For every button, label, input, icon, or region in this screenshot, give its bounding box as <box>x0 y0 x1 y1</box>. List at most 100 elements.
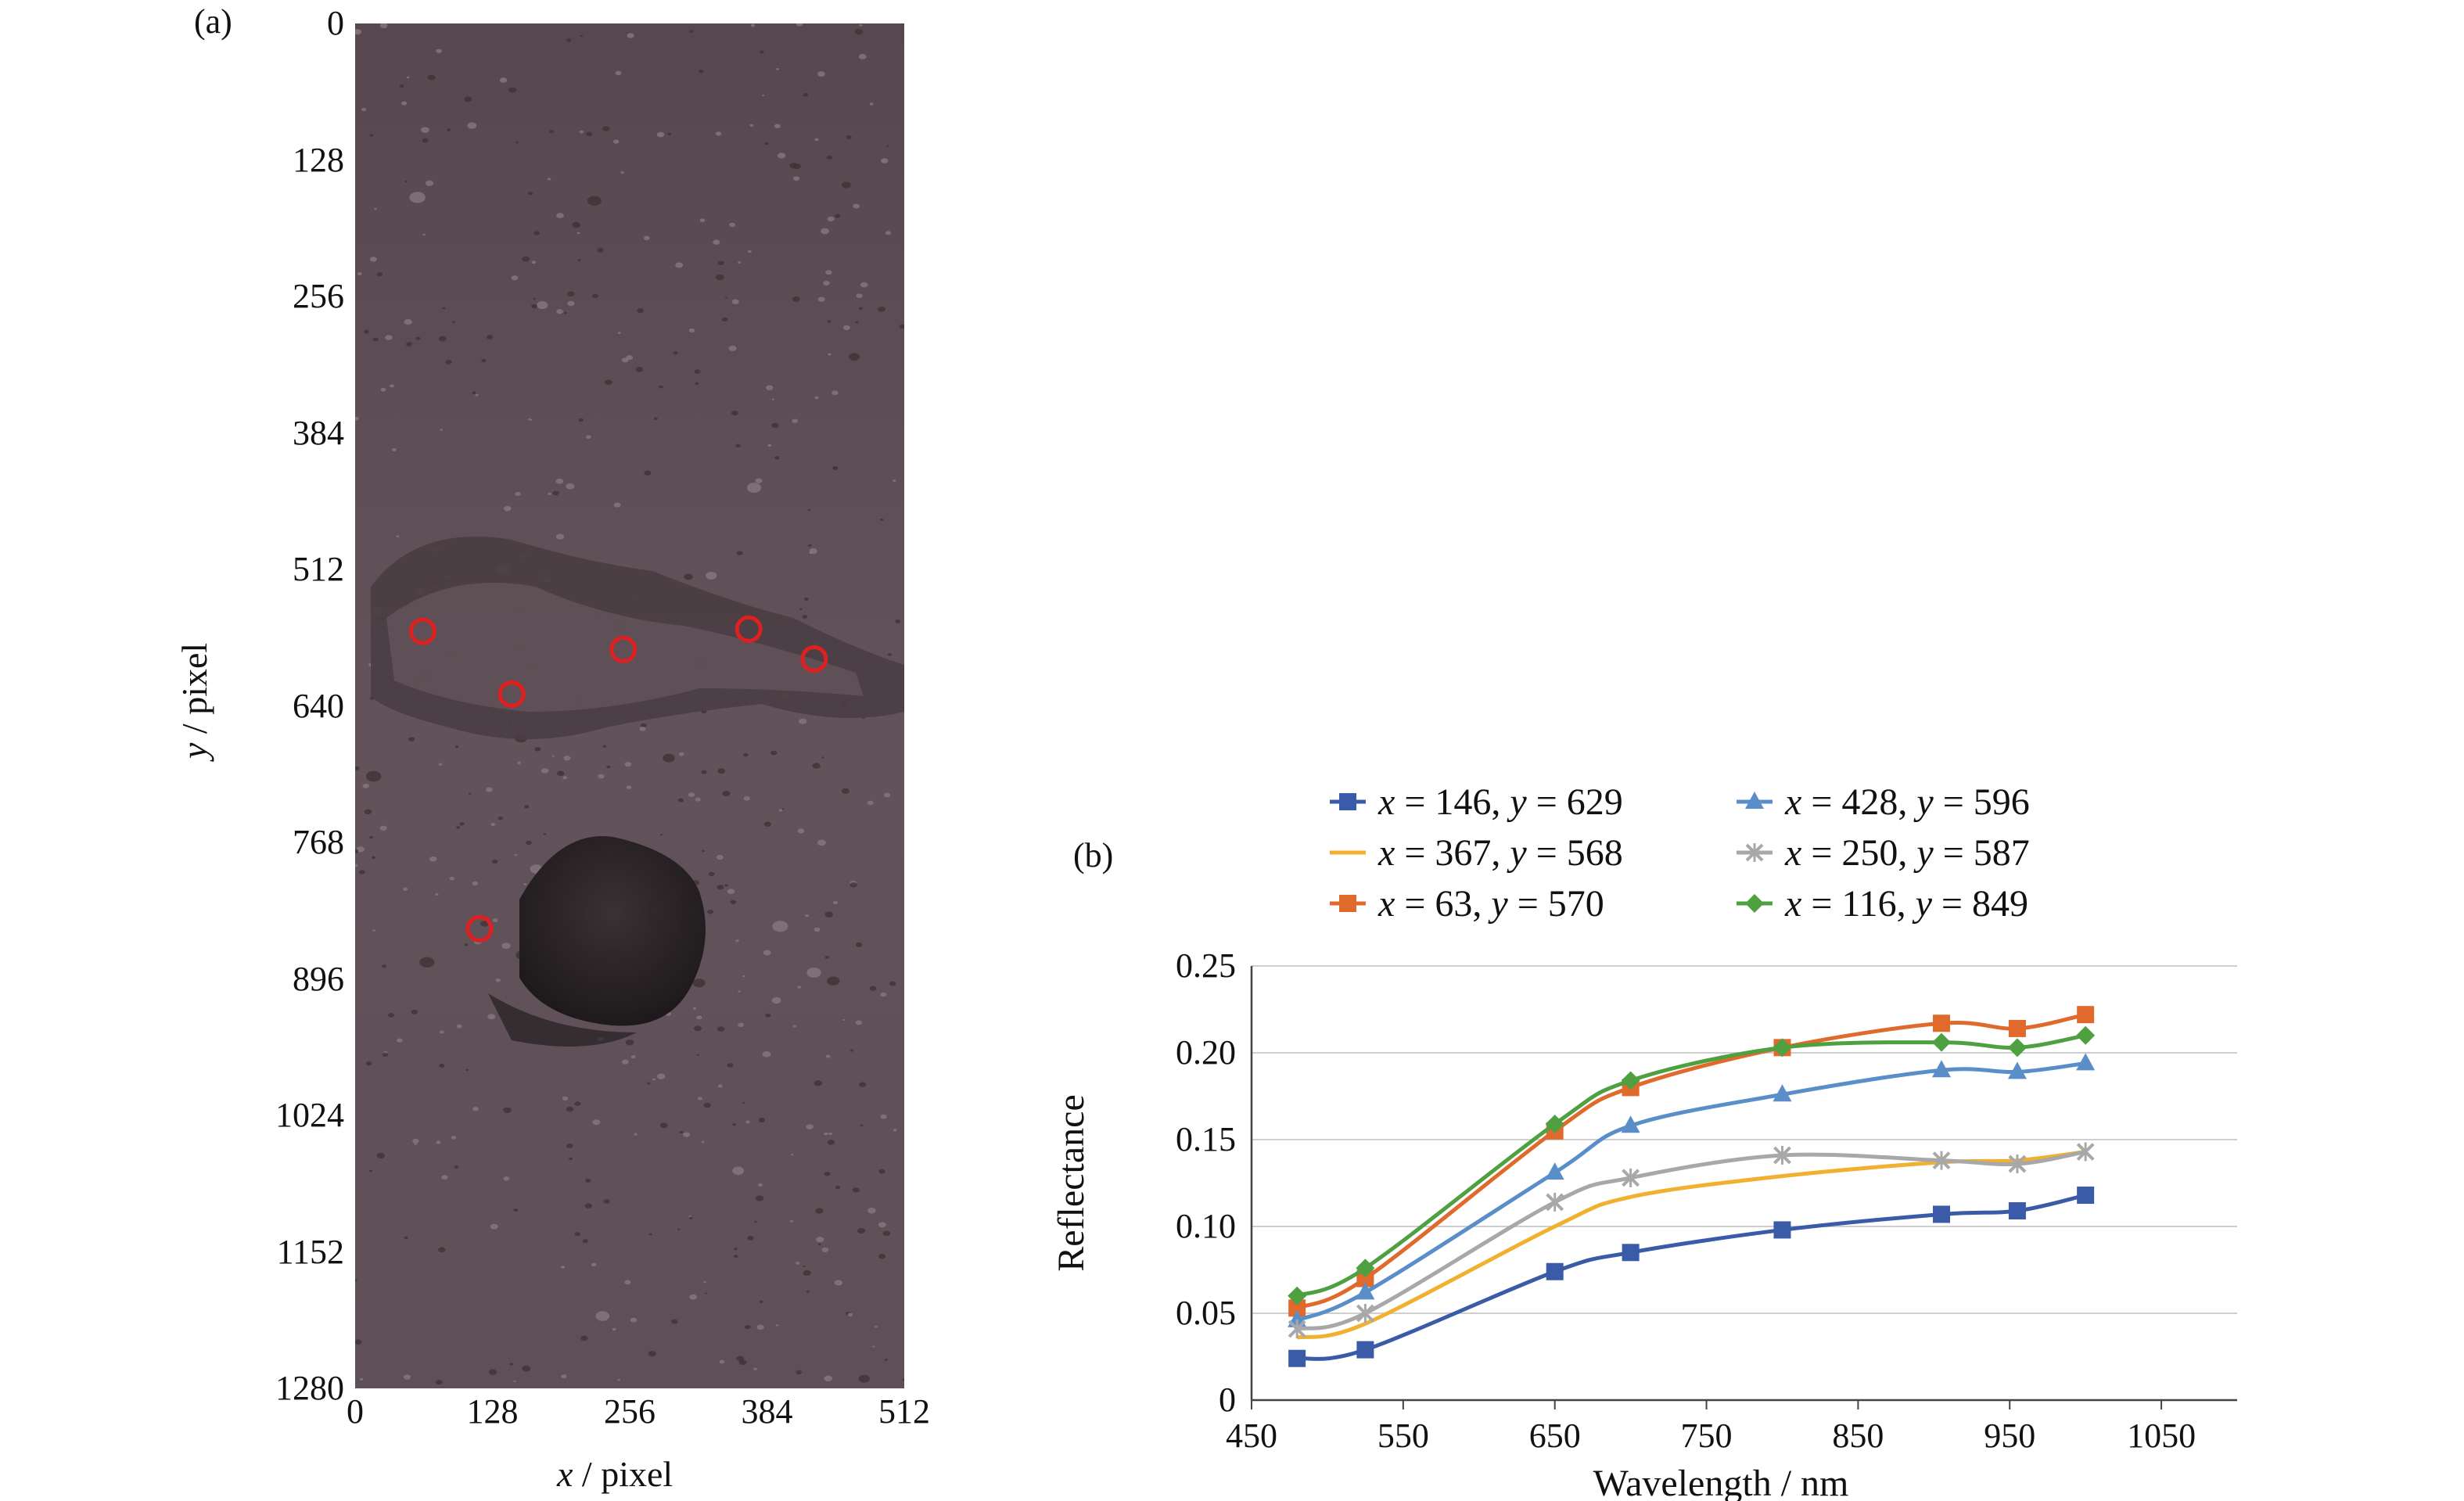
sample-marker-3 <box>609 635 638 663</box>
panel-a-y-tick: 384 <box>293 413 344 452</box>
data-point <box>2007 1061 2027 1079</box>
x-tick-label: 1050 <box>2127 1417 2196 1455</box>
legend-marker <box>1339 793 1356 810</box>
panel-a-y-tick: 256 <box>293 277 344 315</box>
data-point <box>1622 1168 1640 1187</box>
data-point <box>2008 1019 2026 1037</box>
data-point <box>1932 1151 1951 1170</box>
y-tick-label: 0.15 <box>1176 1120 1236 1158</box>
panel-b-label: (b) <box>1073 836 1113 874</box>
data-point <box>2007 1038 2027 1058</box>
series-5 <box>1288 1142 2095 1338</box>
data-point <box>2008 1154 2027 1174</box>
sample-marker-2 <box>497 680 526 709</box>
panel-a-y-tick: 768 <box>293 823 344 861</box>
data-point <box>2076 1025 2096 1045</box>
y-tick-label: 0.25 <box>1176 946 1236 985</box>
sample-marker-4 <box>735 615 763 643</box>
legend-marker <box>1745 894 1764 913</box>
legend-marker <box>1745 843 1764 862</box>
data-point <box>1773 1221 1791 1239</box>
legend-label: x = 63, y = 570 <box>1377 883 1604 925</box>
x-tick-label: 650 <box>1529 1417 1581 1455</box>
data-point <box>1622 1244 1640 1262</box>
panel-a-x-tick: 384 <box>741 1392 793 1431</box>
x-tick-label: 750 <box>1681 1417 1733 1455</box>
data-point <box>1356 1304 1374 1323</box>
data-point <box>1288 1286 1307 1305</box>
data-point <box>1773 1084 1792 1102</box>
data-point <box>2077 1187 2095 1205</box>
panel-a-label: (a) <box>194 2 232 41</box>
series-4 <box>1288 1053 2096 1327</box>
x-tick-label: 950 <box>1984 1417 2035 1455</box>
legend-marker <box>1339 895 1356 912</box>
legend-label: x = 428, y = 596 <box>1784 781 2030 823</box>
data-point <box>1933 1205 1950 1223</box>
series-line <box>1296 1033 2086 1298</box>
series-line <box>1296 1193 2086 1361</box>
legend-marker <box>1745 792 1764 809</box>
data-point <box>1356 1259 1375 1278</box>
panel-a-x-tick: 256 <box>604 1392 656 1431</box>
reflectance-chart: (b) 0 0.05 0.10 0.15 0.20 0.25 450 550 650 750 850 9… <box>1051 781 2237 1501</box>
series-line <box>1296 1150 2086 1331</box>
series-line <box>1296 1061 2086 1323</box>
legend-label: x = 367, y = 568 <box>1377 832 1623 874</box>
data-point <box>1545 1115 1564 1134</box>
legend-entry-5: x = 250, y = 587 <box>1737 832 2030 874</box>
data-point <box>1621 1115 1640 1133</box>
x-tick-label: 550 <box>1377 1417 1429 1455</box>
data-point <box>1356 1269 1374 1287</box>
panel-a-x-tick: 0 <box>347 1392 364 1431</box>
legend-entry-1: x = 146, y = 629 <box>1330 781 1623 823</box>
panel-a-y-tick: 512 <box>293 550 344 588</box>
y-axis-title: Reflectance <box>1051 1094 1092 1272</box>
legend-entry-3: x = 63, y = 570 <box>1330 883 1604 925</box>
panel-a-y-tick: 0 <box>327 4 344 42</box>
data-point <box>1546 1192 1564 1212</box>
panel-a-y-tick: 896 <box>293 959 344 998</box>
x-tick-label: 850 <box>1832 1417 1884 1455</box>
legend-entry-6: x = 116, y = 849 <box>1737 883 2028 925</box>
data-point <box>2076 1053 2096 1071</box>
data-point <box>1288 1349 1306 1367</box>
data-point <box>1545 1162 1564 1180</box>
series-1 <box>1288 1187 2095 1367</box>
legend-label: x = 146, y = 629 <box>1377 781 1623 823</box>
series-6 <box>1288 1025 2096 1305</box>
data-point <box>1773 1038 1792 1058</box>
legend-entry-2: x = 367, y = 568 <box>1330 832 1623 874</box>
terrain-image <box>355 23 904 1388</box>
data-point <box>2076 1142 2095 1162</box>
panel-a-y-tick: 1152 <box>276 1232 344 1271</box>
y-tick-label: 0.05 <box>1176 1294 1236 1332</box>
legend-entry-4: x = 428, y = 596 <box>1737 781 2030 823</box>
x-axis-title: Wavelength / nm <box>1593 1463 1849 1501</box>
series-line <box>1296 1012 2086 1310</box>
data-point <box>2077 1006 2095 1024</box>
series-line <box>1296 1150 2086 1340</box>
panel-a-x-axis-title: x / pixel <box>557 1454 673 1494</box>
legend-label: x = 116, y = 849 <box>1784 883 2028 925</box>
data-point <box>1356 1341 1374 1359</box>
panel-a-x-tick: 512 <box>878 1392 930 1431</box>
series-2 <box>1296 1150 2086 1340</box>
data-point <box>2008 1202 2026 1220</box>
data-point <box>1932 1060 1951 1078</box>
panel-a-x-tick: 128 <box>466 1392 519 1431</box>
panel-a-y-tick: 1280 <box>275 1369 344 1407</box>
data-point <box>1933 1014 1950 1032</box>
data-point <box>1288 1299 1306 1317</box>
data-point <box>1356 1282 1375 1300</box>
panel-a-y-tick: 128 <box>293 140 344 179</box>
sample-marker-1 <box>408 617 436 645</box>
y-tick-label: 0 <box>1219 1381 1236 1419</box>
panel-a-y-axis-title: y / pixel <box>174 642 214 759</box>
panel-a-y-tick: 1024 <box>275 1096 344 1134</box>
data-point <box>1546 1262 1564 1280</box>
x-tick-label: 450 <box>1226 1417 1277 1455</box>
legend-label: x = 250, y = 587 <box>1784 832 2030 874</box>
sample-marker-5 <box>800 645 828 673</box>
data-point <box>1621 1071 1640 1090</box>
